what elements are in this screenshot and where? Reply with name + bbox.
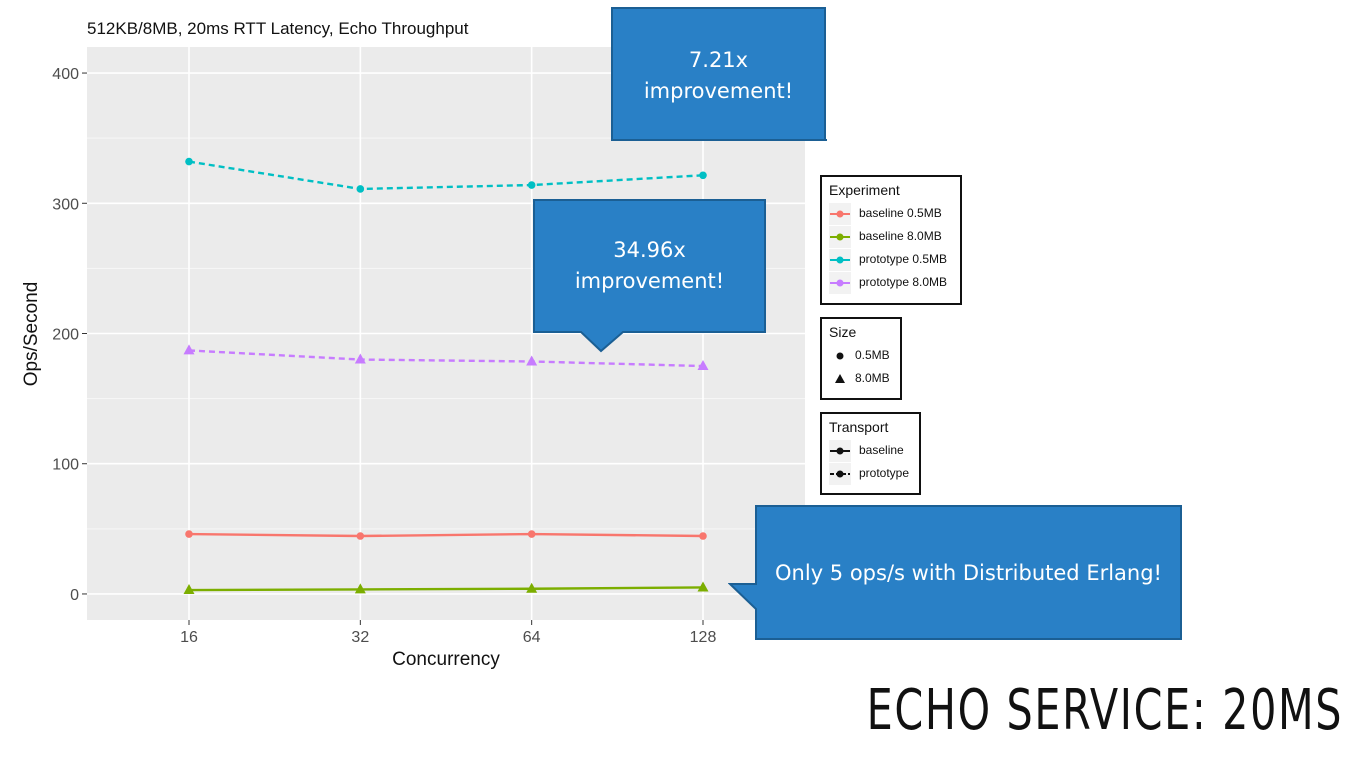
data-point-prototype-0-5mb xyxy=(527,181,536,189)
data-point-baseline-0-5mb xyxy=(527,530,536,538)
legend-transport: Transport baseline prototype xyxy=(820,412,921,495)
callout-top-shape xyxy=(611,7,827,141)
callout-bottom-text: Only 5 ops/s with Distributed Erlang! xyxy=(775,561,1162,585)
callout-top-line1: 7.21x xyxy=(688,48,749,72)
legend-label: baseline 0.5MB xyxy=(859,206,942,220)
series-line-baseline-0-5mb xyxy=(188,532,704,538)
legend-label: 0.5MB xyxy=(855,348,890,362)
y-tick-label: 400 xyxy=(52,66,79,83)
legend-key-line-dashed xyxy=(829,463,851,485)
chart-title: 512KB/8MB, 20ms RTT Latency, Echo Throug… xyxy=(87,19,469,38)
legend-key-line-circle xyxy=(829,272,851,294)
y-tick-label: 200 xyxy=(52,327,79,344)
legend-label: baseline xyxy=(859,443,904,457)
callout-top: 7.21x improvement! xyxy=(612,45,825,107)
data-point-baseline-8-0mb xyxy=(354,583,366,594)
legend-label: baseline 8.0MB xyxy=(859,229,942,243)
legend-key-circle xyxy=(836,352,844,360)
legend-experiment-title: Experiment xyxy=(829,182,900,198)
x-axis: 16 32 64 128 xyxy=(180,620,716,646)
data-point-baseline-0-5mb xyxy=(699,532,707,540)
data-point-baseline-8-0mb xyxy=(526,582,538,593)
y-tick-label: 300 xyxy=(52,196,79,213)
y-tick-label: 0 xyxy=(70,587,79,604)
data-point-prototype-0-5mb xyxy=(699,171,707,180)
data-point-baseline-0-5mb xyxy=(356,532,365,540)
series-line-prototype-8-0mb xyxy=(188,349,704,368)
legend-size-title: Size xyxy=(829,324,857,340)
x-tick-label: 32 xyxy=(351,629,369,646)
callout-bottom-shape xyxy=(728,505,1182,640)
legend-key-line-solid xyxy=(829,440,851,462)
legend-key-triangle xyxy=(835,374,845,383)
legend-key-line-circle xyxy=(829,249,851,271)
y-axis-label: Ops/Second xyxy=(21,282,42,387)
x-tick-label: 128 xyxy=(690,629,717,646)
callout-middle-line1: 34.96x xyxy=(613,238,686,262)
series-line-prototype-0-5mb xyxy=(188,160,704,191)
data-point-prototype-0-5mb xyxy=(356,185,365,193)
data-point-prototype-8-0mb xyxy=(354,353,366,364)
legend-label: prototype xyxy=(859,466,910,480)
x-tick-label: 16 xyxy=(180,629,198,646)
data-point-baseline-8-0mb xyxy=(697,581,709,592)
legend-key-line-circle xyxy=(829,226,851,248)
callout-middle-shape xyxy=(533,199,766,353)
legend-label: prototype 0.5MB xyxy=(859,252,948,266)
legend-label: prototype 8.0MB xyxy=(859,275,948,289)
series-line-baseline-8-0mb xyxy=(188,586,704,592)
x-tick-label: 64 xyxy=(523,629,541,646)
callout-top-line2: improvement! xyxy=(643,79,794,103)
legend-key-line-circle xyxy=(829,203,851,225)
x-axis-label: Concurrency xyxy=(392,649,500,670)
data-point-prototype-8-0mb xyxy=(526,355,538,366)
series-layer xyxy=(183,157,709,595)
data-point-baseline-8-0mb xyxy=(183,584,195,595)
slide-title: ECHO SERVICE: 20MS xyxy=(866,678,1343,743)
y-tick-label: 100 xyxy=(52,457,79,474)
legend-experiment: Experiment baseline 0.5MB baseline 8.0MB… xyxy=(820,175,962,305)
legend-size: Size 0.5MB 8.0MB xyxy=(820,317,902,400)
legend-transport-title: Transport xyxy=(829,419,889,435)
callout-middle: 34.96x improvement! xyxy=(534,235,765,297)
data-point-prototype-8-0mb xyxy=(183,344,195,355)
callout-middle-line2: improvement! xyxy=(574,269,725,293)
y-axis: 0 100 200 300 400 xyxy=(52,66,87,604)
callout-bottom: Only 5 ops/s with Distributed Erlang! xyxy=(756,558,1181,589)
data-point-prototype-0-5mb xyxy=(185,157,193,166)
legend-label: 8.0MB xyxy=(855,371,890,385)
data-point-prototype-8-0mb xyxy=(697,360,709,371)
data-point-baseline-0-5mb xyxy=(185,530,193,538)
